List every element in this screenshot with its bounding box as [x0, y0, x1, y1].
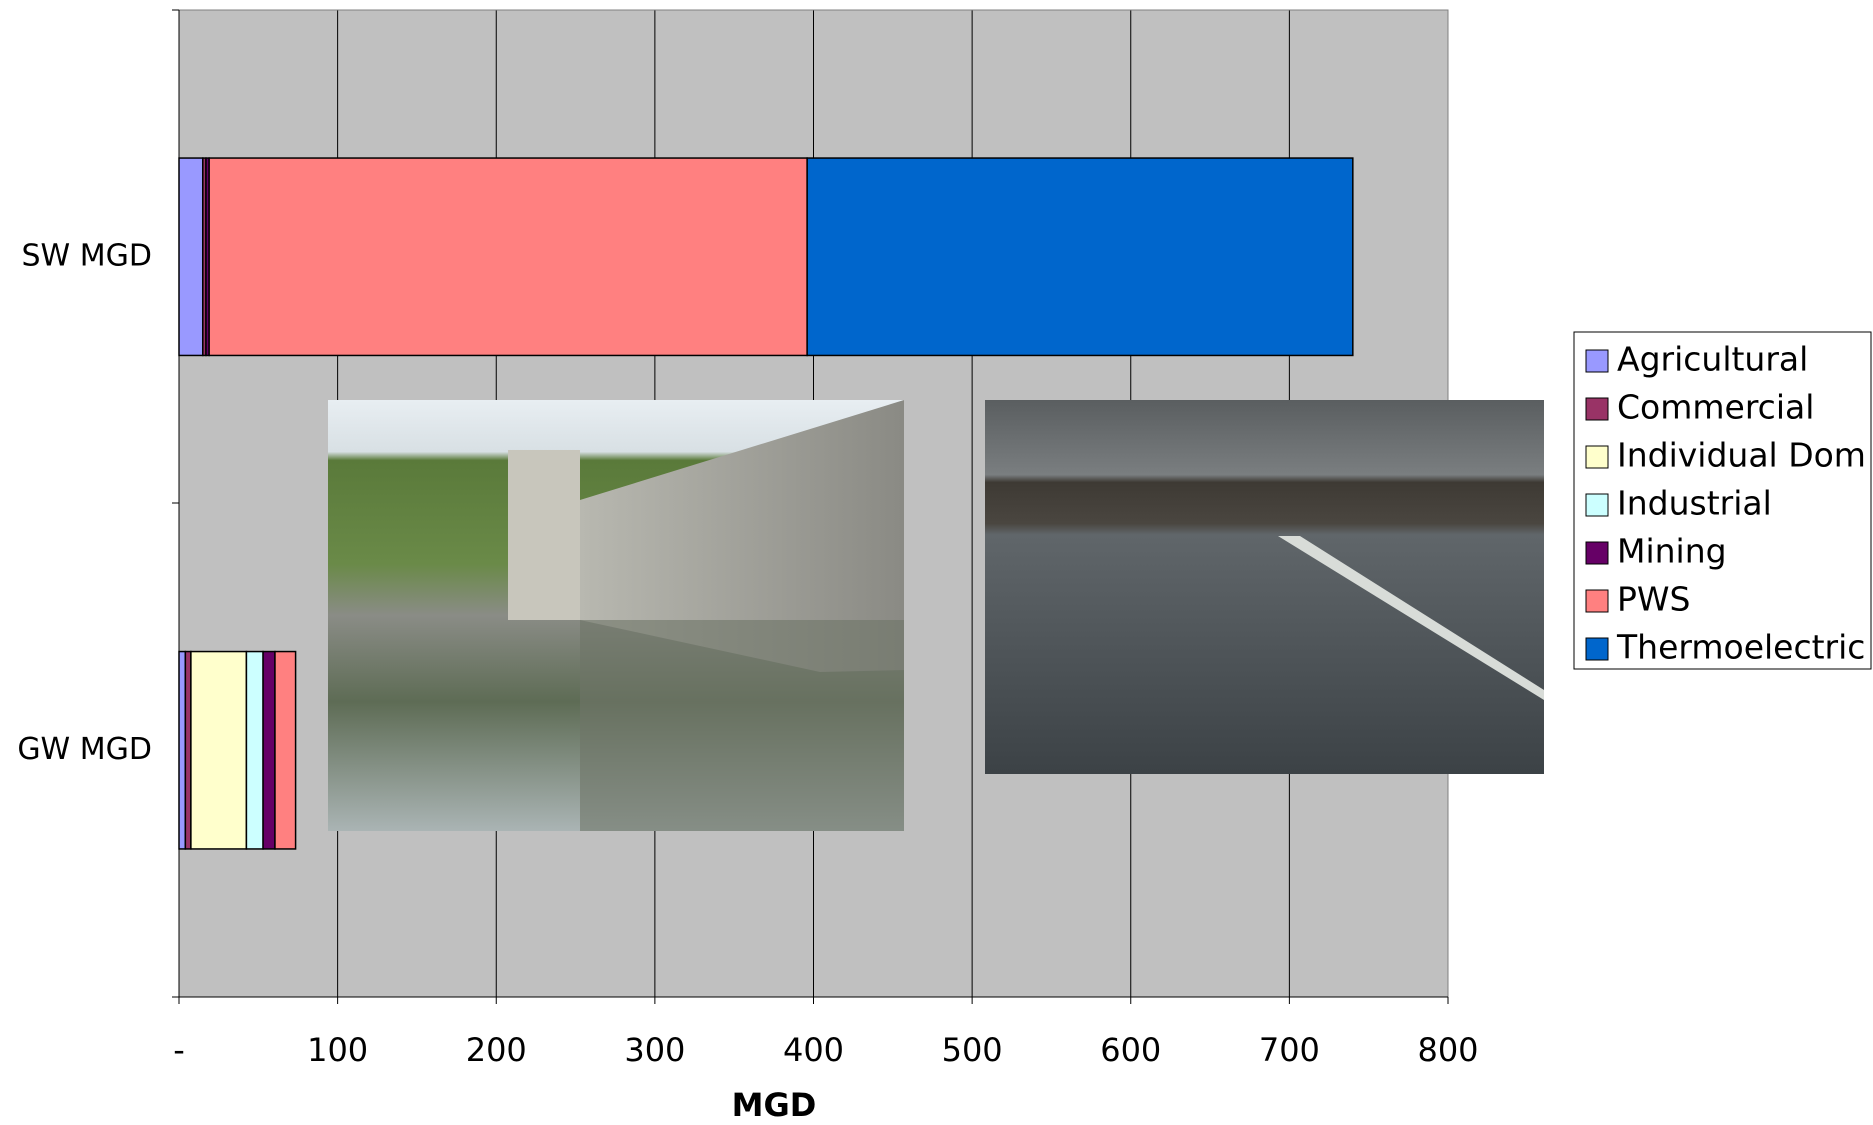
legend-label: Agricultural: [1617, 340, 1808, 379]
bar-segment: [178, 650, 187, 850]
photo: [985, 400, 1544, 774]
x-tick-label: 200: [466, 1031, 527, 1069]
photo-dam: [328, 400, 904, 831]
x-tick-label: 100: [307, 1031, 368, 1069]
bar-segment: [208, 157, 808, 357]
photo-detail: [1278, 536, 1544, 700]
legend-swatch: [1585, 541, 1609, 565]
legend-label: Individual Dom: [1617, 436, 1866, 475]
legend-swatch: [1585, 637, 1609, 661]
bar-segment: [262, 650, 276, 850]
x-tick-label: 300: [624, 1031, 685, 1069]
legend-swatch: [1585, 349, 1609, 373]
bar-segment: [184, 650, 192, 850]
x-tick-label: 700: [1259, 1031, 1320, 1069]
legend-swatch: [1585, 493, 1609, 517]
legend-label: Thermoelectric: [1616, 628, 1865, 667]
x-tick-label: 600: [1100, 1031, 1161, 1069]
legend-label: Mining: [1617, 532, 1727, 571]
y-tick-label: SW MGD: [22, 238, 152, 273]
x-tick-label: -: [173, 1031, 185, 1069]
y-tick-label: GW MGD: [17, 732, 152, 767]
bar-segment: [190, 650, 248, 850]
photo-detail: [508, 450, 580, 620]
bar-segment: [274, 650, 297, 850]
x-tick-label: 800: [1417, 1031, 1478, 1069]
photo-weir: [985, 400, 1544, 774]
bar-segment: [178, 157, 204, 357]
x-axis-title: MGD: [732, 1086, 817, 1124]
x-tick-label: 500: [942, 1031, 1003, 1069]
bar-segment: [806, 157, 1354, 357]
legend-label: PWS: [1617, 580, 1690, 619]
photo-detail: [580, 400, 904, 672]
legend-swatch: [1585, 589, 1609, 613]
legend-label: Industrial: [1617, 484, 1772, 523]
photo-detail: [580, 620, 904, 831]
bar-segment: [245, 650, 264, 850]
legend-swatch: [1585, 397, 1609, 421]
x-tick-label: 400: [783, 1031, 844, 1069]
legend: [1573, 331, 1872, 670]
legend-swatch: [1585, 445, 1609, 469]
legend-label: Commercial: [1617, 388, 1814, 427]
